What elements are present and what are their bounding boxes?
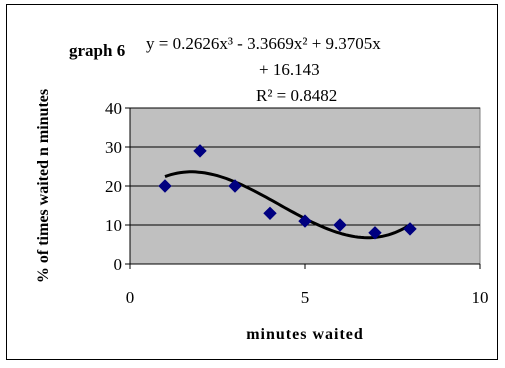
y-tick-label: 10 (105, 216, 122, 235)
equation-line-2: + 16.143 (259, 60, 320, 79)
data-point-1 (158, 179, 172, 193)
data-point-5 (298, 214, 312, 228)
x-axis-title: minutes waited (246, 326, 364, 343)
data-point-8 (403, 222, 417, 236)
y-tick-label: 0 (114, 255, 123, 274)
equation-line-1: y = 0.2626x³ - 3.3669x² + 9.3705x (146, 34, 381, 53)
x-tick-label: 5 (301, 288, 310, 307)
data-point-2 (193, 144, 207, 158)
y-tick-label: 30 (105, 138, 122, 157)
trendline (164, 170, 411, 240)
data-markers (158, 144, 417, 240)
data-point-3 (228, 179, 242, 193)
data-point-6 (333, 218, 347, 232)
y-ticks: 0 10 20 30 40 (105, 99, 130, 274)
chart-title: graph 6 (69, 41, 125, 60)
data-point-4 (263, 206, 277, 221)
r-squared-label: R² = 0.8482 (256, 86, 337, 105)
data-point-7 (368, 226, 382, 240)
y-tick-label: 40 (105, 99, 122, 118)
x-tick-label: 10 (472, 288, 489, 307)
x-tick-label: 0 (126, 288, 135, 307)
y-tick-label: 20 (105, 177, 122, 196)
x-ticks: 0 5 10 (126, 264, 489, 307)
y-axis-title: % of times waited n minutes (35, 89, 52, 283)
